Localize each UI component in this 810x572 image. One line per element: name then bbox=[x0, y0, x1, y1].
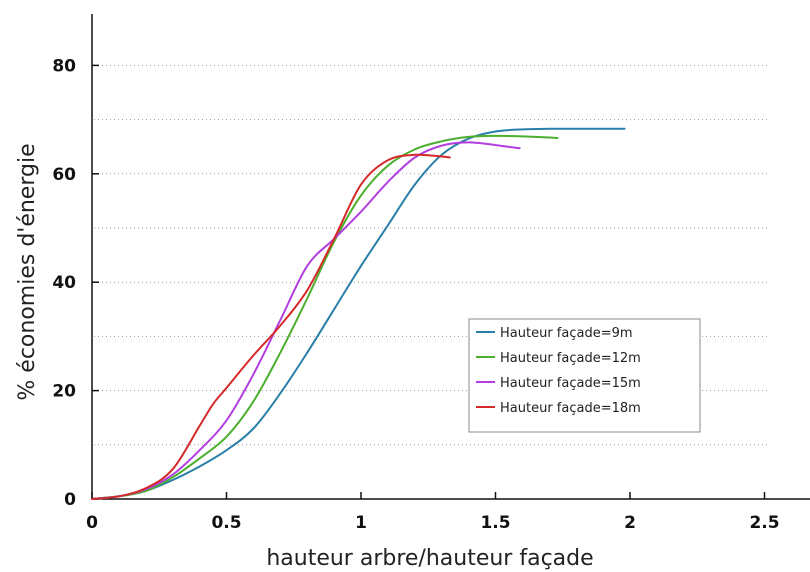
x-tick-label: 0.5 bbox=[211, 513, 241, 533]
y-axis-title: % économies d'énergie bbox=[15, 143, 40, 400]
legend: Hauteur façade=9m Hauteur façade=12m Haute… bbox=[468, 318, 701, 433]
y-tick-label: 40 bbox=[52, 273, 76, 293]
legend-box bbox=[468, 318, 701, 433]
y-tick-label: 0 bbox=[64, 490, 76, 510]
y-tick-label: 20 bbox=[52, 382, 76, 402]
x-ticks: 0 0.5 1 1.5 2 2.5 bbox=[86, 492, 780, 533]
series-line-3 bbox=[91, 141, 521, 500]
x-tick-label: 1 bbox=[355, 513, 367, 533]
grid-lines bbox=[94, 64, 768, 446]
x-axis-title: hauteur arbre/hauteur façade bbox=[266, 546, 593, 571]
x-tick-label: 2.5 bbox=[749, 513, 779, 533]
axes bbox=[91, 14, 810, 500]
series-lines bbox=[91, 127, 626, 500]
series-line-1 bbox=[91, 127, 626, 500]
x-tick-label: 1.5 bbox=[480, 513, 510, 533]
y-tick-label: 60 bbox=[52, 165, 76, 185]
legend-label: Hauteur façade=18m bbox=[500, 401, 641, 416]
x-tick-label: 2 bbox=[624, 513, 636, 533]
x-tick-label: 0 bbox=[86, 513, 98, 533]
legend-label: Hauteur façade=9m bbox=[500, 326, 633, 341]
legend-label: Hauteur façade=12m bbox=[500, 351, 641, 366]
series-line-4 bbox=[91, 153, 451, 500]
y-tick-label: 80 bbox=[52, 56, 76, 76]
series-line-2 bbox=[91, 134, 559, 500]
legend-label: Hauteur façade=15m bbox=[500, 376, 641, 391]
